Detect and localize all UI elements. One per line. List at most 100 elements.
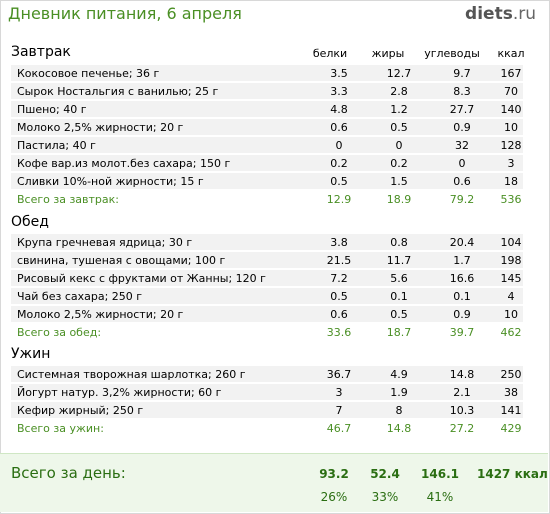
food-row[interactable]: Йогурт натур. 3,2% жирности; 60 г 3 1.9 2.1… [11, 384, 523, 400]
food-row[interactable]: Системная творожная шарлотка; 260 г 36.7 4… [11, 366, 523, 382]
value-carbs: 8.3 [453, 85, 471, 98]
value-carbs: 32 [455, 139, 469, 152]
value-protein: 0.5 [330, 175, 348, 188]
value-fat: 12.7 [386, 67, 412, 80]
food-row[interactable]: Чай без сахара; 250 г 0.5 0.1 0.1 4 [11, 288, 523, 304]
value-kcal: 536 [500, 193, 522, 206]
value-carbs: 10.3 [449, 404, 475, 417]
food-name: Кофе вар.из молот.без сахара; 150 г [17, 157, 231, 170]
day-pct-protein: 26% [320, 490, 348, 504]
value-protein: 0.5 [330, 290, 348, 303]
food-row[interactable]: Пастила; 40 г 0 0 32 128 [11, 137, 523, 153]
value-kcal: 10 [504, 308, 518, 321]
value-carbs: 2.1 [453, 386, 471, 399]
value-kcal: 70 [504, 85, 518, 98]
food-name: Чай без сахара; 250 г [17, 290, 143, 303]
value-fat: 18.7 [386, 326, 412, 339]
value-kcal: 38 [504, 386, 518, 399]
value-carbs: 27.7 [449, 103, 475, 116]
food-row[interactable]: Сливки 10%-ной жирности; 15 г 0.5 1.5 0.6 18 [11, 173, 523, 189]
meal-title: Завтрак [11, 44, 71, 60]
value-kcal: 429 [500, 422, 522, 435]
value-protein: 0 [335, 139, 343, 152]
meal-total-row: Всего за завтрак: 12.9 18.9 79.2 536 [11, 191, 523, 207]
food-name: свинина, тушеная с овощами; 100 г [17, 254, 226, 267]
value-kcal: 462 [500, 326, 522, 339]
food-name: Пастила; 40 г [17, 139, 96, 152]
value-kcal: 140 [500, 103, 522, 116]
food-row[interactable]: Сырок Ностальгия с ванилью; 25 г 3.3 2.8 8.… [11, 83, 523, 99]
meal-total-row: Всего за обед: 33.6 18.7 39.7 462 [11, 324, 523, 340]
value-protein: 0.2 [330, 157, 348, 170]
value-carbs: 14.8 [449, 368, 475, 381]
food-name: Молоко 2,5% жирности; 20 г [17, 121, 184, 134]
food-name: Пшено; 40 г [17, 103, 87, 116]
logo-tld: .ru [512, 4, 536, 24]
value-protein: 46.7 [326, 422, 352, 435]
value-carbs: 1.7 [453, 254, 471, 267]
value-kcal: 145 [500, 272, 522, 285]
col-header-protein: белки [312, 47, 348, 60]
food-name: Молоко 2,5% жирности; 20 г [17, 308, 184, 321]
value-kcal: 198 [500, 254, 522, 267]
food-name: Рисовый кекс с фруктами от Жанны; 120 г [17, 272, 266, 285]
value-protein: 4.8 [330, 103, 348, 116]
value-fat: 1.9 [390, 386, 408, 399]
day-total-fat: 52.4 [370, 467, 400, 481]
value-carbs: 9.7 [453, 67, 471, 80]
value-protein: 21.5 [326, 254, 352, 267]
value-protein: 36.7 [326, 368, 352, 381]
value-fat: 0.5 [390, 121, 408, 134]
col-header-fat: жиры [371, 47, 405, 60]
food-row[interactable]: Кокосовое печенье; 36 г 3.5 12.7 9.7 167 [11, 65, 523, 81]
value-carbs: 0.9 [453, 121, 471, 134]
value-fat: 4.9 [390, 368, 408, 381]
value-protein: 33.6 [326, 326, 352, 339]
day-pct-carbs: 41% [426, 490, 454, 504]
value-carbs: 0.9 [453, 308, 471, 321]
value-fat: 1.5 [390, 175, 408, 188]
day-total-protein: 93.2 [319, 467, 349, 481]
value-protein: 7 [335, 404, 343, 417]
value-fat: 2.8 [390, 85, 408, 98]
value-fat: 5.6 [390, 272, 408, 285]
food-row[interactable]: свинина, тушеная с овощами; 100 г 21.5 11.… [11, 252, 523, 268]
meal-title: Ужин [11, 346, 51, 362]
page-title: Дневник питания, 6 апреля [8, 4, 242, 23]
col-header-kcal: ккал [497, 47, 525, 60]
value-kcal: 18 [504, 175, 518, 188]
value-kcal: 141 [500, 404, 522, 417]
value-fat: 0.2 [390, 157, 408, 170]
food-row[interactable]: Рисовый кекс с фруктами от Жанны; 120 г 7… [11, 270, 523, 286]
food-row[interactable]: Кефир жирный; 250 г 7 8 10.3 141 [11, 402, 523, 418]
meal-total-label: Всего за ужин: [17, 422, 104, 435]
value-kcal: 104 [500, 236, 522, 249]
value-carbs: 16.6 [449, 272, 475, 285]
food-name: Кокосовое печенье; 36 г [17, 67, 160, 80]
food-row[interactable]: Крупа гречневая ядрица; 30 г 3.8 0.8 20.4 10… [11, 234, 523, 250]
value-protein: 3.8 [330, 236, 348, 249]
day-total-carbs: 146.1 [421, 467, 459, 481]
col-header-carbs: углеводы [424, 47, 480, 60]
food-row[interactable]: Молоко 2,5% жирности; 20 г 0.6 0.5 0.9 10 [11, 119, 523, 135]
food-row[interactable]: Пшено; 40 г 4.8 1.2 27.7 140 [11, 101, 523, 117]
food-name: Сырок Ностальгия с ванилью; 25 г [17, 85, 219, 98]
meal-total-label: Всего за завтрак: [17, 193, 120, 206]
value-kcal: 10 [504, 121, 518, 134]
food-name: Системная творожная шарлотка; 260 г [17, 368, 246, 381]
food-name: Йогурт натур. 3,2% жирности; 60 г [17, 386, 222, 399]
value-fat: 18.9 [386, 193, 412, 206]
food-row[interactable]: Кофе вар.из молот.без сахара; 150 г 0.2 0.… [11, 155, 523, 171]
value-fat: 11.7 [386, 254, 412, 267]
value-kcal: 3 [507, 157, 515, 170]
day-total-label: Всего за день: [11, 464, 126, 482]
day-pct-fat: 33% [371, 490, 399, 504]
site-logo[interactable]: diets.ru [465, 4, 536, 24]
value-protein: 3 [335, 386, 343, 399]
value-carbs: 0 [458, 157, 466, 170]
value-carbs: 39.7 [449, 326, 475, 339]
value-kcal: 128 [500, 139, 522, 152]
food-name: Сливки 10%-ной жирности; 15 г [17, 175, 204, 188]
day-total-kcal: 1427 ккал [477, 467, 548, 481]
food-row[interactable]: Молоко 2,5% жирности; 20 г 0.6 0.5 0.9 10 [11, 306, 523, 322]
